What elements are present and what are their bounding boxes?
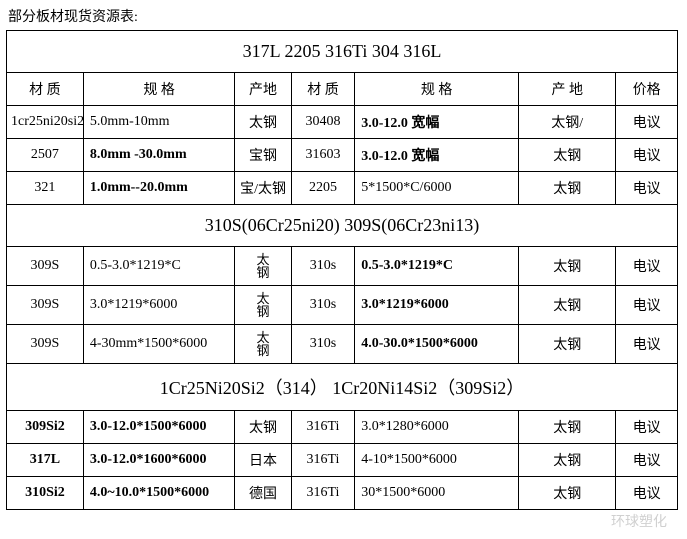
- table-cell: 310s: [291, 286, 355, 325]
- table-cell: 宝/太钢: [235, 172, 291, 205]
- table-cell: 5.0mm-10mm: [83, 106, 235, 139]
- table-cell: 3.0*1219*6000: [83, 286, 235, 325]
- table-cell: 太钢: [519, 444, 616, 477]
- table-cell: 309S: [7, 286, 84, 325]
- table-cell: 317L: [7, 444, 84, 477]
- table-cell: 电议: [616, 411, 678, 444]
- table-cell: 2205: [291, 172, 355, 205]
- section-header: 317L 2205 316Ti 304 316L: [7, 31, 678, 73]
- table-cell: 309S: [7, 247, 84, 286]
- table-cell: 4.0-30.0*1500*6000: [355, 325, 519, 364]
- table-cell: 太钢: [519, 411, 616, 444]
- table-cell: 310s: [291, 325, 355, 364]
- table-cell: 太钢: [519, 139, 616, 172]
- table-cell: 8.0mm -30.0mm: [83, 139, 235, 172]
- table-cell: 3.0-12.0*1600*6000: [83, 444, 235, 477]
- column-header: 产地: [235, 73, 291, 106]
- table-cell: 5*1500*C/6000: [355, 172, 519, 205]
- table-cell: 太钢: [235, 325, 291, 364]
- table-cell: 电议: [616, 106, 678, 139]
- table-cell: 太钢: [235, 106, 291, 139]
- table-cell: 321: [7, 172, 84, 205]
- resource-table: 317L 2205 316Ti 304 316L材 质规 格产地材 质规 格产 …: [6, 30, 678, 510]
- table-cell: 3.0-12.0 宽幅: [355, 106, 519, 139]
- table-cell: 太钢: [235, 411, 291, 444]
- table-cell: 4-10*1500*6000: [355, 444, 519, 477]
- table-cell: 电议: [616, 477, 678, 510]
- column-header: 材 质: [7, 73, 84, 106]
- table-cell: 3.0-12.0*1500*6000: [83, 411, 235, 444]
- table-cell: 316Ti: [291, 444, 355, 477]
- table-cell: 太钢: [519, 247, 616, 286]
- table-cell: 太钢: [519, 477, 616, 510]
- table-cell: 电议: [616, 172, 678, 205]
- table-cell: 日本: [235, 444, 291, 477]
- section-header: 310S(06Cr25ni20) 309S(06Cr23ni13): [7, 205, 678, 247]
- table-cell: 太钢: [519, 286, 616, 325]
- column-header: 产 地: [519, 73, 616, 106]
- table-cell: 太钢/: [519, 106, 616, 139]
- table-cell: 电议: [616, 325, 678, 364]
- table-cell: 太钢: [235, 247, 291, 286]
- table-cell: 2507: [7, 139, 84, 172]
- table-cell: 电议: [616, 247, 678, 286]
- table-cell: 310Si2: [7, 477, 84, 510]
- table-cell: 电议: [616, 139, 678, 172]
- page-title: 部分板材现货资源表:: [8, 6, 681, 26]
- table-cell: 30*1500*6000: [355, 477, 519, 510]
- table-cell: 309Si2: [7, 411, 84, 444]
- table-cell: 电议: [616, 286, 678, 325]
- table-cell: 太钢: [519, 172, 616, 205]
- table-cell: 316Ti: [291, 411, 355, 444]
- section-header: 1Cr25Ni20Si2（314） 1Cr20Ni14Si2（309Si2）: [7, 364, 678, 411]
- table-cell: 0.5-3.0*1219*C: [355, 247, 519, 286]
- table-cell: 宝钢: [235, 139, 291, 172]
- table-cell: 电议: [616, 444, 678, 477]
- table-cell: 31603: [291, 139, 355, 172]
- table-cell: 30408: [291, 106, 355, 139]
- table-cell: 1.0mm--20.0mm: [83, 172, 235, 205]
- table-cell: 316Ti: [291, 477, 355, 510]
- table-cell: 太钢: [519, 325, 616, 364]
- table-cell: 4-30mm*1500*6000: [83, 325, 235, 364]
- table-cell: 3.0*1280*6000: [355, 411, 519, 444]
- watermark: 环球塑化: [611, 511, 667, 531]
- table-cell: 3.0-12.0 宽幅: [355, 139, 519, 172]
- column-header: 材 质: [291, 73, 355, 106]
- table-cell: 310s: [291, 247, 355, 286]
- table-cell: 1cr25ni20si2: [7, 106, 84, 139]
- table-cell: 309S: [7, 325, 84, 364]
- table-cell: 太钢: [235, 286, 291, 325]
- table-cell: 德国: [235, 477, 291, 510]
- column-header: 规 格: [83, 73, 235, 106]
- table-cell: 4.0~10.0*1500*6000: [83, 477, 235, 510]
- table-cell: 0.5-3.0*1219*C: [83, 247, 235, 286]
- table-cell: 3.0*1219*6000: [355, 286, 519, 325]
- column-header: 价格: [616, 73, 678, 106]
- column-header: 规 格: [355, 73, 519, 106]
